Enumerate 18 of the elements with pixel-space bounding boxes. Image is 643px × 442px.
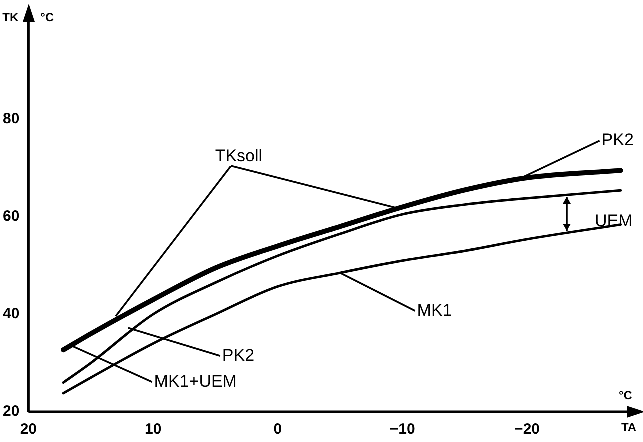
y-tick-label: 40 xyxy=(2,306,20,323)
annotation: °C xyxy=(619,388,633,402)
x-tick-label: −20 xyxy=(514,421,540,438)
x-tick-label: 10 xyxy=(144,421,162,438)
y-tick-label: 20 xyxy=(2,403,20,420)
y-axis-title: TK xyxy=(2,10,20,24)
x-tick-label: −10 xyxy=(390,421,416,438)
annotation: TKsoll xyxy=(215,146,263,166)
annotation: MK1 xyxy=(417,300,452,320)
y-tick-label: 80 xyxy=(2,110,20,128)
annotation: PK2 xyxy=(222,346,255,365)
y-tick-label: 60 xyxy=(2,208,20,226)
x-tick-label: 20 xyxy=(20,421,38,438)
annotation: MK1+UEM xyxy=(154,372,237,391)
x-axis-title: TA xyxy=(621,420,637,434)
annotation: PK2 xyxy=(602,130,634,150)
x-tick-label: 0 xyxy=(274,421,282,438)
annotation: °C xyxy=(40,10,54,24)
